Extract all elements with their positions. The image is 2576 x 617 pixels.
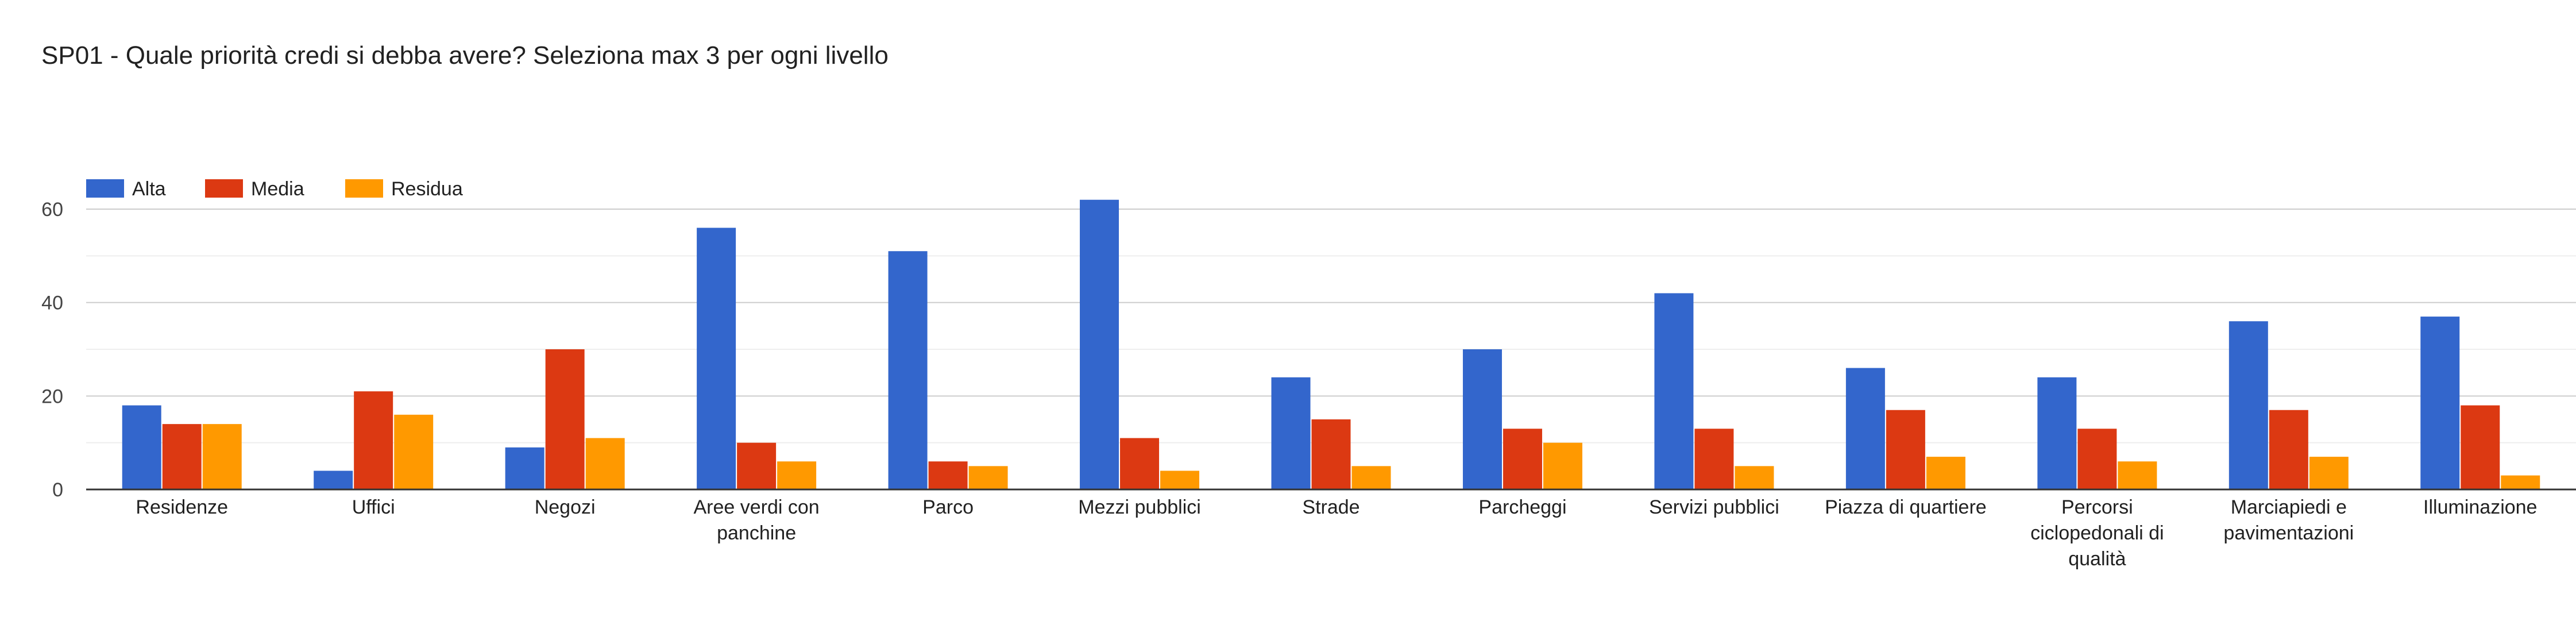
bar-alta-11 — [2229, 321, 2268, 489]
bar-alta-0 — [122, 405, 161, 489]
bar-media-10 — [2077, 429, 2117, 489]
bar-media-5 — [1120, 438, 1160, 489]
x-tick-label: Parcheggi — [1478, 496, 1566, 518]
legend: Alta Media Residua — [86, 178, 463, 200]
x-tick-label: Marciapiedi e pavimentazioni — [2223, 496, 2354, 544]
bar-media-0 — [162, 424, 202, 489]
bar-media-2 — [545, 349, 585, 489]
legend-swatch-residua — [345, 179, 383, 198]
legend-label-residua: Residua — [391, 178, 463, 200]
bar-media-9 — [1886, 410, 1925, 489]
bar-residua-9 — [1926, 457, 1965, 489]
bar-alta-2 — [505, 447, 544, 489]
bar-media-4 — [928, 461, 968, 489]
bar-alta-6 — [1271, 377, 1311, 489]
bars — [122, 199, 2540, 489]
bar-residua-1 — [394, 414, 434, 489]
x-tick-label: Percorsi ciclopedonali di qualità — [2030, 496, 2164, 570]
bar-alta-10 — [2037, 377, 2077, 489]
bar-alta-1 — [314, 471, 353, 489]
y-tick-label: 40 — [41, 292, 63, 314]
axes: 0 20 40 60 Residenze Uffici Negozi Aree verdi c… — [41, 199, 2576, 570]
x-tick-label: Strade — [1302, 496, 1360, 518]
legend-label-alta: Alta — [132, 178, 166, 200]
bar-media-1 — [354, 391, 393, 489]
x-tick-label: Aree verdi con panchine — [693, 496, 819, 544]
bar-alta-7 — [1462, 349, 1502, 489]
grid-lines — [86, 209, 2576, 444]
x-tick-label: Residenze — [136, 496, 228, 518]
x-tick-label: Uffici — [352, 496, 395, 518]
bar-media-6 — [1311, 419, 1351, 489]
bar-media-8 — [1694, 429, 1734, 489]
legend-swatch-alta — [86, 179, 124, 198]
legend-label-media: Media — [251, 178, 304, 200]
bar-residua-10 — [2118, 461, 2157, 489]
bar-media-3 — [737, 442, 777, 489]
bar-residua-0 — [202, 424, 242, 489]
bar-residua-4 — [968, 466, 1008, 489]
y-tick-label: 60 — [41, 199, 63, 221]
bar-residua-11 — [2309, 457, 2349, 489]
bar-alta-3 — [697, 227, 736, 489]
x-tick-label: Mezzi pubblici — [1078, 496, 1201, 518]
bar-residua-5 — [1160, 471, 1200, 489]
bar-residua-7 — [1543, 442, 1582, 489]
x-tick-label: Servizi pubblici — [1649, 496, 1779, 518]
bar-alta-4 — [888, 251, 928, 489]
x-tick-label: Illuminazione — [2423, 496, 2537, 518]
bar-media-11 — [2269, 410, 2308, 489]
bar-media-12 — [2461, 405, 2500, 489]
x-tick-label: Parco — [922, 496, 974, 518]
x-tick-label: Negozi — [535, 496, 596, 518]
bar-residua-2 — [585, 438, 625, 489]
chart-title: SP01 - Quale priorità credi si debba ave… — [41, 41, 889, 70]
bar-alta-12 — [2420, 317, 2460, 489]
x-tick-label: Piazza di quartiere — [1825, 496, 1987, 518]
bar-residua-8 — [1735, 466, 1774, 489]
bar-alta-8 — [1654, 293, 1694, 489]
bar-alta-9 — [1845, 368, 1885, 489]
y-tick-label: 20 — [41, 385, 63, 407]
bar-alta-5 — [1080, 199, 1119, 489]
bar-residua-6 — [1351, 466, 1391, 489]
bar-residua-12 — [2501, 475, 2540, 489]
y-tick-label: 0 — [52, 479, 63, 501]
bar-residua-3 — [777, 461, 817, 489]
bar-media-7 — [1503, 429, 1542, 489]
legend-swatch-media — [205, 179, 243, 198]
